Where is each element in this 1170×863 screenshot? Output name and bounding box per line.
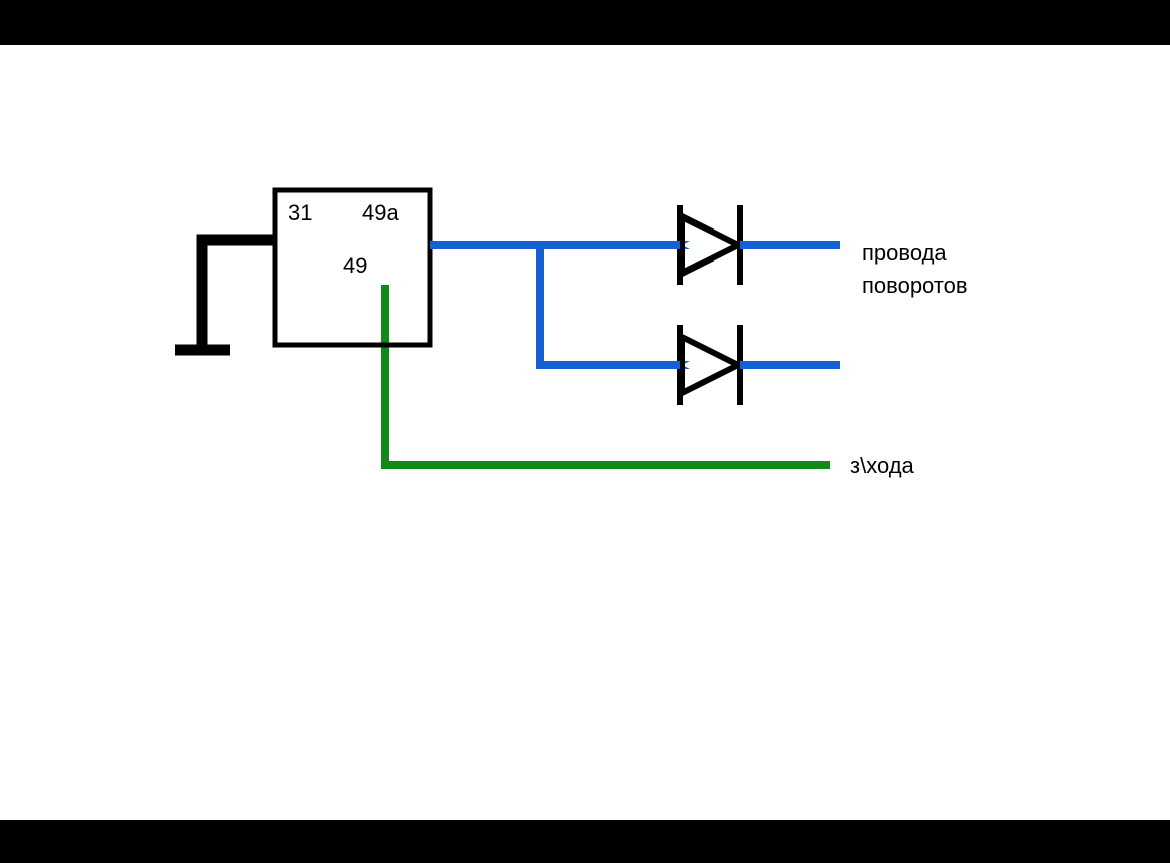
pin-49a-label: 49a	[362, 200, 399, 226]
diagram-canvas: 31 49a 49 провода поворотов з\хода	[0, 45, 1170, 820]
wires-label-1: провода	[862, 240, 947, 266]
pin-31-label: 31	[288, 200, 312, 226]
diode-2	[680, 325, 740, 405]
green-wire	[385, 285, 830, 465]
blue-wire-branch	[540, 245, 840, 365]
pin-49-label: 49	[343, 253, 367, 279]
reverse-label: з\хода	[850, 453, 914, 479]
wires-label-2: поворотов	[862, 273, 968, 299]
ground-wire	[202, 240, 275, 350]
circuit-svg	[0, 45, 1170, 820]
diode-1	[680, 205, 740, 285]
